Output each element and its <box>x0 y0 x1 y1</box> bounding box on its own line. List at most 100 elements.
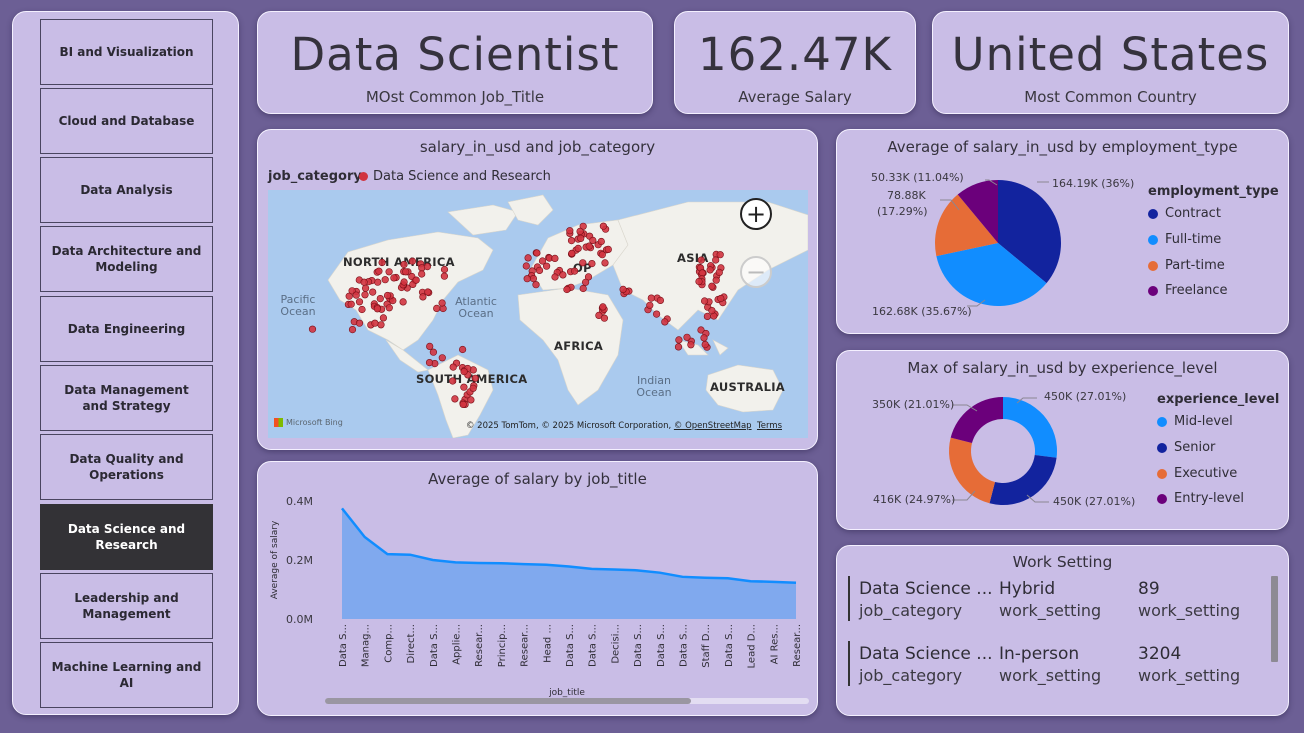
y-tick-label: 0.0M <box>286 613 313 626</box>
slicer-item-bi-visualization[interactable]: BI and Visualization <box>40 19 213 85</box>
row2-category: Data Science ... <box>859 644 993 664</box>
map-point <box>471 374 479 382</box>
row2-category-label: job_category <box>859 666 963 685</box>
map-point <box>675 336 683 344</box>
x-tick-label: Data S... <box>429 624 440 667</box>
map-point <box>371 319 379 327</box>
map-canvas[interactable]: NORTH AMERICA SOUTH AMERICA AFRICA ASIA … <box>268 190 808 438</box>
work-setting-title: Work Setting <box>1012 553 1113 571</box>
x-tick-label: Lead D... <box>747 624 758 668</box>
map-point <box>374 278 382 286</box>
microsoft-logo-icon <box>274 418 283 427</box>
legend-parttime[interactable]: Part-time <box>1148 258 1225 273</box>
legend-fulltime[interactable]: Full-time <box>1148 232 1221 247</box>
map-point <box>585 242 593 250</box>
map-point <box>579 284 587 293</box>
row1-count: 89 <box>1138 579 1160 599</box>
experience-slice-executive <box>949 437 995 504</box>
x-tick-label: Comp... <box>383 624 394 663</box>
x-tick-label: Data S... <box>724 624 735 667</box>
slicer-item-machine-learning[interactable]: Machine Learning and AI <box>40 642 213 708</box>
map-point <box>535 266 544 274</box>
legend-freelance[interactable]: Freelance <box>1148 283 1228 298</box>
map-point <box>418 270 426 278</box>
slicer-item-data-engineering[interactable]: Data Engineering <box>40 296 213 362</box>
slicer-item-data-analysis[interactable]: Data Analysis <box>40 157 213 223</box>
y-tick-label: 0.2M <box>286 554 313 567</box>
map-point <box>377 321 385 329</box>
legend-dot-icon <box>1148 260 1158 271</box>
map-point <box>376 294 384 303</box>
kpi-country-value: United States <box>951 28 1270 81</box>
x-tick-label: Decisi... <box>610 624 621 664</box>
map-point <box>559 271 567 279</box>
slice-label-freelance: 50.33K (11.04%) <box>871 171 964 184</box>
map-point <box>715 268 723 276</box>
map-visual: salary_in_usd and job_category job_categ… <box>257 129 818 450</box>
map-point <box>701 341 709 349</box>
map-point <box>619 285 627 293</box>
x-tick-label: Data S... <box>565 624 576 667</box>
map-point <box>522 262 530 270</box>
slicer-item-leadership[interactable]: Leadership and Management <box>40 573 213 639</box>
kpi-job-title-label: MOst Common Job_Title <box>365 88 545 106</box>
map-point <box>598 251 606 259</box>
map-point <box>412 276 420 284</box>
osm-link[interactable]: © OpenStreetMap <box>673 421 752 431</box>
x-tick-label: Direct... <box>406 624 417 663</box>
map-point <box>697 326 705 334</box>
slicer-item-data-science-selected[interactable]: Data Science and Research <box>40 504 213 570</box>
experience-legend-title: experience_level <box>1157 392 1280 407</box>
slicer-item-data-management[interactable]: Data Management and Strategy <box>40 365 213 431</box>
map-point <box>674 343 683 351</box>
x-tick-label: Resear... <box>520 624 531 667</box>
vertical-scrollbar[interactable] <box>1271 576 1278 662</box>
zoom-out-button[interactable]: − <box>740 256 772 288</box>
x-tick-label: Manag... <box>361 624 372 667</box>
map-point <box>352 291 360 299</box>
legend-entry-level[interactable]: Entry-level <box>1157 491 1244 506</box>
row2-count-label: work_setting <box>1138 666 1241 685</box>
map-point <box>449 377 457 385</box>
legend-dot-icon <box>359 172 368 181</box>
map-point <box>708 306 716 315</box>
x-tick-label: Data S... <box>679 624 690 667</box>
x-tick-label: Applie... <box>452 624 463 665</box>
map-point <box>355 319 364 327</box>
zoom-in-button[interactable]: + <box>740 198 772 230</box>
legend-mid-level[interactable]: Mid-level <box>1157 414 1233 429</box>
map-point <box>381 276 389 284</box>
legend-executive[interactable]: Executive <box>1157 466 1237 481</box>
map-point <box>698 269 706 277</box>
slicer-item-data-quality[interactable]: Data Quality and Operations <box>40 434 213 500</box>
map-legend-item: Data Science and Research <box>359 169 551 184</box>
map-point <box>712 276 720 284</box>
map-point <box>390 274 398 282</box>
experience-donut-chart <box>949 397 1057 505</box>
employment-slice-freelance <box>957 180 998 243</box>
slice-label-parttime-1: 78.88K <box>887 189 926 202</box>
x-scrollbar-thumb[interactable] <box>325 698 691 704</box>
employment-title: Average of salary_in_usd by employment_t… <box>887 138 1238 156</box>
legend-senior[interactable]: Senior <box>1157 440 1215 455</box>
area-line <box>341 507 797 584</box>
map-point <box>451 395 459 403</box>
slicer-item-data-architecture[interactable]: Data Architecture and Modeling <box>40 226 213 292</box>
map-point <box>582 278 590 286</box>
x-scrollbar[interactable] <box>325 698 809 704</box>
map-attribution: © 2025 TomTom, © 2025 Microsoft Corporat… <box>465 421 782 431</box>
legend-dot-icon <box>1148 208 1158 219</box>
legend-contract[interactable]: Contract <box>1148 206 1221 221</box>
ocean-label-pacific: Pacific Ocean <box>280 293 316 318</box>
map-point <box>700 334 708 342</box>
terms-link[interactable]: Terms <box>756 421 782 431</box>
legend-dot-icon <box>1148 285 1158 296</box>
map-point <box>532 281 540 289</box>
map-point <box>358 305 366 314</box>
slice-label-executive: 416K (24.97%) <box>873 493 956 506</box>
map-point <box>440 272 448 280</box>
x-axis-label: job_title <box>548 688 585 698</box>
map-title: salary_in_usd and job_category <box>419 138 656 156</box>
slicer-item-cloud-database[interactable]: Cloud and Database <box>40 88 213 154</box>
employment-pie-chart <box>935 179 1061 307</box>
